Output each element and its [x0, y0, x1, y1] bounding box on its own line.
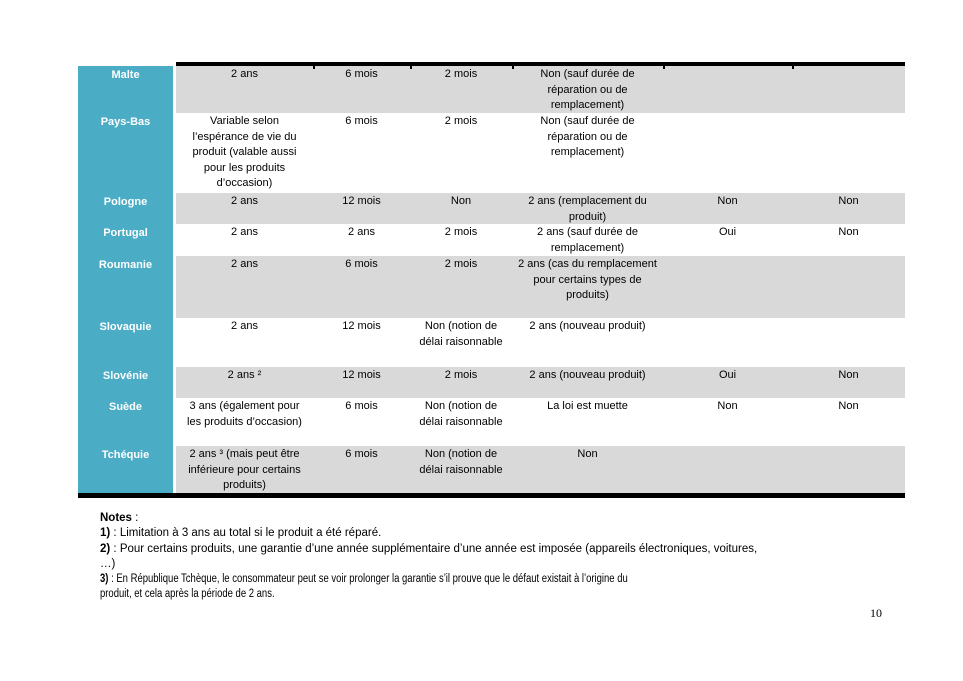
table-row: Slovénie 2 ans ² 12 mois 2 mois 2 ans (n…	[78, 367, 905, 398]
data-cell	[663, 66, 792, 113]
note-line-2: 2) : Pour certains produits, une garanti…	[100, 542, 758, 570]
data-cell	[663, 256, 792, 318]
data-cell	[663, 446, 792, 493]
data-cell: 6 mois	[313, 66, 410, 113]
data-cell: 6 mois	[313, 446, 410, 493]
country-cell: Portugal	[78, 224, 176, 256]
data-cell	[663, 318, 792, 367]
data-cell: 2 ans	[348, 226, 375, 238]
column-tick	[313, 66, 315, 69]
data-cell: 2 mois	[410, 66, 512, 113]
data-cell: Non	[792, 367, 905, 398]
column-tick	[663, 66, 665, 69]
country-cell: Tchéquie	[78, 446, 176, 493]
data-cell	[663, 113, 792, 193]
data-cell	[792, 446, 905, 493]
data-cell: Non (notion de délai raisonnable	[410, 446, 512, 493]
data-cell: 2 ans	[176, 256, 313, 318]
notes-section: Notes : 1) : Limitation à 3 ans au total…	[100, 511, 902, 603]
data-cell: Oui	[718, 226, 737, 238]
table-row: Portugal 2 ans 2 ans 2 mois 2 ans (sauf …	[78, 224, 905, 256]
data-cell: 2 mois	[410, 256, 512, 318]
data-cell	[792, 113, 905, 193]
data-cell: Oui	[663, 367, 792, 398]
data-cell: Non (notion de délai raisonnable	[419, 400, 503, 428]
table-top-border	[176, 62, 905, 69]
data-cell: 12 mois	[313, 193, 410, 224]
data-cell	[792, 318, 905, 367]
data-cell: 2 ans (nouveau produit)	[512, 367, 663, 398]
data-cell: La loi est muette	[547, 400, 628, 412]
data-cell: Non	[512, 446, 663, 493]
country-cell: Pays-Bas	[78, 113, 176, 193]
data-cell: Non (sauf durée de réparation ou de remp…	[512, 66, 663, 113]
data-cell: 2 ans ²	[176, 367, 313, 398]
data-cell: Non	[792, 193, 905, 224]
data-cell: 2 mois	[444, 226, 478, 238]
data-cell: 3 ans (également pour les produits d’occ…	[187, 400, 302, 428]
notes-title: Notes :	[100, 512, 139, 524]
data-cell: Variable selon l’espérance de vie du pro…	[192, 115, 297, 189]
data-cell: 2 ans (nouveau produit)	[529, 320, 646, 332]
data-cell: 2 mois	[444, 115, 478, 127]
note-line-3: 3) : En République Tchèque, le consommat…	[100, 573, 628, 601]
table-row: Pays-Bas Variable selon l’espérance de v…	[78, 113, 905, 193]
data-cell: 2 ans	[231, 320, 258, 332]
warranty-table: Malte 2 ans 6 mois 2 mois Non (sauf duré…	[78, 62, 905, 498]
data-cell: 6 mois	[313, 256, 410, 318]
data-cell: 12 mois	[342, 320, 381, 332]
country-cell: Roumanie	[78, 256, 176, 318]
data-cell: 2 ans	[176, 193, 313, 224]
data-cell: Non	[717, 400, 738, 412]
country-cell: Suède	[78, 398, 176, 446]
data-cell: Non (notion de délai raisonnable	[419, 320, 503, 348]
table-row: Slovaquie 2 ans 12 mois Non (notion de d…	[78, 318, 905, 367]
column-tick	[410, 66, 412, 69]
data-cell	[792, 256, 905, 318]
country-cell: Malte	[78, 66, 176, 113]
data-cell: 2 ans (cas du remplacement pour certains…	[512, 256, 663, 318]
data-cell: Non	[410, 193, 512, 224]
table-row: Roumanie 2 ans 6 mois 2 mois 2 ans (cas …	[78, 256, 905, 318]
data-cell: Non	[663, 193, 792, 224]
country-cell: Slovénie	[78, 367, 176, 398]
country-cell: Slovaquie	[78, 318, 176, 367]
data-cell: 2 ans ³ (mais peut être inférieure pour …	[176, 446, 313, 493]
table-row: Pologne 2 ans 12 mois Non 2 ans (remplac…	[78, 193, 905, 224]
table-row: Malte 2 ans 6 mois 2 mois Non (sauf duré…	[78, 66, 905, 113]
column-tick	[512, 66, 514, 69]
data-cell: Non	[838, 400, 859, 412]
page-number: 10	[870, 606, 882, 620]
country-cell: Pologne	[78, 193, 176, 224]
data-cell: Non	[838, 226, 859, 238]
data-cell: 2 mois	[410, 367, 512, 398]
note-line-1: 1) : Limitation à 3 ans au total si le p…	[100, 527, 382, 540]
table-row: Tchéquie 2 ans ³ (mais peut être inférie…	[78, 446, 905, 493]
data-cell: 6 mois	[345, 400, 378, 412]
data-cell: 2 ans (remplacement du produit)	[512, 193, 663, 224]
data-cell: 6 mois	[345, 115, 378, 127]
data-cell: Non (sauf durée de réparation ou de remp…	[540, 115, 635, 158]
column-tick	[792, 66, 794, 69]
data-cell: 12 mois	[313, 367, 410, 398]
data-cell: 2 ans	[231, 226, 258, 238]
data-cell: 2 ans	[176, 66, 313, 113]
table-row: Suède 3 ans (également pour les produits…	[78, 398, 905, 446]
data-cell	[792, 66, 905, 113]
data-cell: 2 ans (sauf durée de remplacement)	[537, 226, 638, 254]
table-bottom-border	[78, 493, 905, 498]
